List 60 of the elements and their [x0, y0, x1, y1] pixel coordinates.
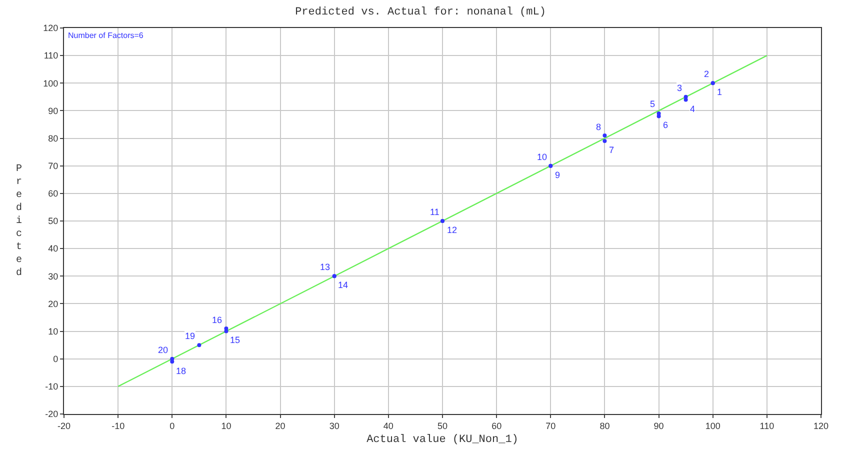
y-tick-label: 60	[48, 188, 58, 199]
annotation: 20	[158, 345, 168, 355]
y-tick-label: 20	[48, 298, 58, 309]
x-tick-label: 10	[221, 420, 232, 431]
y-tick-label: 80	[48, 133, 58, 144]
annotation: 13	[320, 262, 330, 272]
annotation: 2	[704, 69, 710, 79]
annotation: 6	[663, 120, 668, 130]
annotation: Number of Factors=6	[68, 31, 144, 40]
y-tick-label: 70	[48, 161, 58, 172]
x-tick-label: 20	[275, 420, 286, 431]
x-tick-label: 0	[170, 420, 175, 431]
y-tick-label: 30	[48, 271, 58, 282]
annotation: 8	[596, 122, 602, 132]
annotation: 16	[212, 315, 222, 325]
x-tick-label: 100	[705, 420, 720, 431]
y-tick-label: -10	[45, 382, 58, 392]
point	[602, 139, 607, 144]
y-tick-label: 40	[48, 244, 58, 254]
y-tick-label: 100	[43, 78, 58, 88]
x-tick-label: 80	[600, 420, 610, 431]
y-tick-label: 120	[43, 23, 58, 34]
x-tick-label: 120	[813, 420, 829, 431]
x-tick-label: 30	[329, 420, 340, 431]
x-tick-label: 70	[546, 420, 556, 431]
point	[684, 98, 688, 102]
y-tick-label: 10	[48, 326, 58, 336]
x-tick-label: 60	[492, 420, 502, 431]
x-tick-label: 110	[760, 420, 774, 431]
point	[197, 343, 202, 348]
y-tick-label: 0	[53, 354, 58, 364]
annotation: 18	[176, 366, 186, 376]
text: Predicted	[16, 164, 22, 279]
annotation: 1	[717, 87, 722, 97]
annotation: 4	[690, 104, 696, 114]
annotation: 9	[555, 170, 560, 180]
annotation: 10	[537, 152, 548, 162]
point	[170, 360, 174, 364]
x-axis-title: Actual value (KU_Non_1)	[366, 434, 518, 446]
annotation: 14	[338, 280, 348, 290]
x-tick-label: -20	[57, 420, 71, 431]
annotation: 3	[677, 83, 682, 93]
annotation: 11	[430, 207, 440, 217]
x-tick-label: 40	[383, 420, 394, 431]
annotation: 7	[609, 145, 614, 155]
x-tick-label: -10	[112, 420, 125, 431]
y-tick-label: 110	[44, 50, 58, 61]
annotation: 5	[650, 99, 656, 109]
point	[656, 114, 661, 118]
y-tick-label: -20	[45, 409, 58, 420]
x-tick-label: 50	[437, 420, 448, 431]
x-tick-label: 90	[654, 420, 664, 431]
chart-title: Predicted vs. Actual for: nonanal (mL)	[295, 6, 546, 19]
annotation: 15	[230, 335, 240, 345]
y-tick-label: 90	[48, 106, 58, 116]
point	[224, 329, 228, 334]
annotation: 12	[447, 225, 458, 235]
point	[602, 134, 607, 138]
annotation: 19	[185, 331, 196, 341]
y-tick-label: 50	[48, 216, 58, 226]
